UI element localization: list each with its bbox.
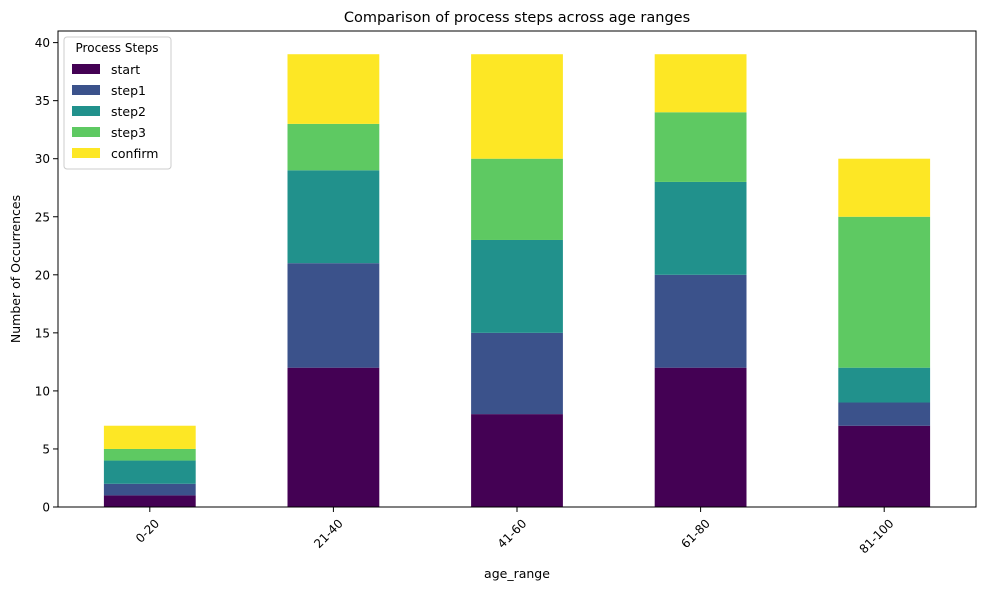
bar-81-100-start: [838, 425, 931, 507]
bar-81-100-step3: [838, 216, 931, 368]
bar-41-60-confirm: [471, 54, 563, 159]
x-tick-label: 81-100: [857, 516, 897, 556]
y-tick-label: 40: [35, 36, 50, 50]
x-tick-label: 61-80: [678, 516, 713, 551]
legend-swatch-start: [72, 64, 100, 74]
bar-61-80-step1: [654, 274, 747, 368]
x-axis-label: age_range: [484, 566, 550, 581]
bar-21-40-start: [287, 367, 380, 507]
bar-0-20-step2: [103, 460, 196, 484]
x-tick-label: 21-40: [311, 516, 346, 551]
bar-81-100-confirm: [838, 158, 931, 217]
bar-21-40-step2: [287, 170, 380, 264]
legend-swatch-step2: [72, 106, 100, 116]
y-tick-label: 10: [35, 384, 50, 398]
bars-group: [103, 54, 931, 507]
bar-61-80-confirm: [654, 54, 747, 113]
legend-label-step3: step3: [111, 125, 146, 140]
y-tick-label: 0: [42, 501, 50, 515]
y-tick-label: 30: [35, 152, 50, 166]
bar-41-60-step3: [471, 158, 563, 240]
x-axis: 0-20 21-40 41-60 61-80 81-100: [133, 507, 897, 556]
legend-swatch-confirm: [72, 148, 100, 158]
x-tick-label: 0-20: [133, 516, 162, 545]
legend-label-confirm: confirm: [111, 146, 158, 161]
bar-0-20-step3: [103, 448, 196, 461]
y-tick-label: 35: [35, 94, 50, 108]
bar-41-60-step1: [471, 332, 563, 415]
bar-0-20-start: [103, 495, 196, 507]
y-tick-label: 15: [35, 326, 50, 340]
bar-81-100-step1: [838, 402, 931, 426]
bar-61-80-step3: [654, 112, 747, 182]
legend-label-start: start: [111, 62, 140, 77]
y-tick-label: 20: [35, 268, 50, 282]
bar-0-20-step1: [103, 483, 196, 496]
bar-41-60-step2: [471, 239, 563, 333]
x-tick-label: 41-60: [495, 516, 530, 551]
y-axis-label: Number of Occurrences: [8, 195, 23, 343]
legend-label-step2: step2: [111, 104, 146, 119]
bar-21-40-step3: [287, 123, 380, 171]
bar-0-20-confirm: [103, 425, 196, 449]
y-axis: 0 5 10 15 20 25 30 35 40: [35, 36, 58, 515]
bar-61-80-start: [654, 367, 747, 507]
bar-41-60-start: [471, 414, 563, 507]
bar-21-40-confirm: [287, 54, 380, 124]
legend-title: Process Steps: [76, 41, 159, 55]
y-tick-label: 25: [35, 210, 50, 224]
legend: Process Steps start step1 step2 step3 confir…: [63, 36, 172, 170]
bar-61-80-step2: [654, 181, 747, 275]
bar-21-40-step1: [287, 263, 380, 368]
bar-81-100-step2: [838, 367, 931, 403]
legend-swatch-step1: [72, 85, 100, 95]
legend-items: start step1 step2 step3 confirm: [72, 62, 158, 161]
chart-title: Comparison of process steps across age r…: [344, 10, 690, 26]
y-tick-label: 5: [42, 442, 50, 456]
legend-swatch-step3: [72, 127, 100, 137]
legend-label-step1: step1: [111, 83, 146, 98]
